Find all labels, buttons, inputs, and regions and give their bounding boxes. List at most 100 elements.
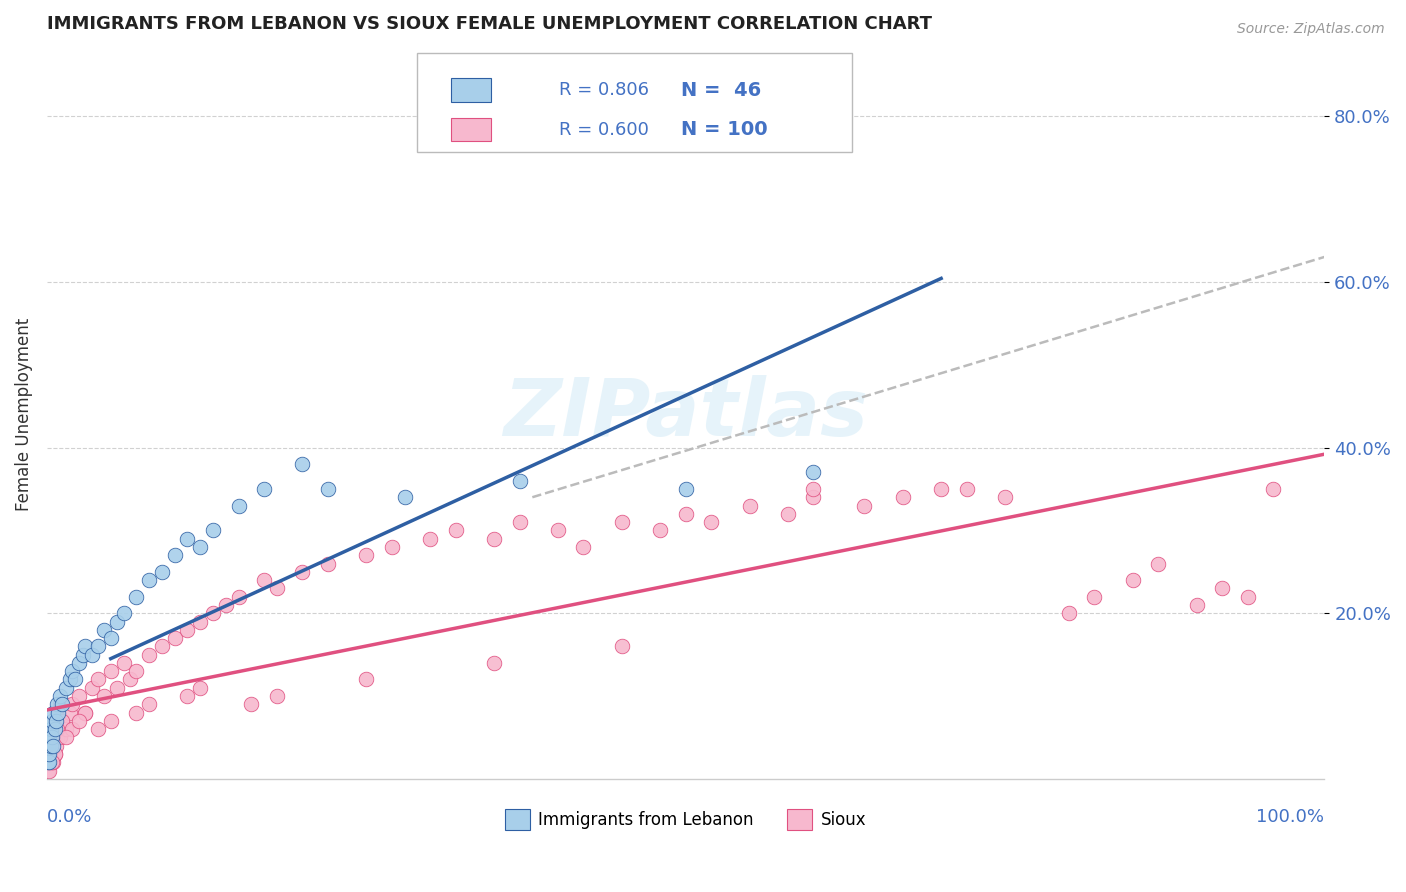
Point	[228, 590, 250, 604]
Point	[63, 673, 86, 687]
Point	[610, 515, 633, 529]
Point	[125, 706, 148, 720]
Point	[93, 689, 115, 703]
Point	[316, 482, 339, 496]
Point	[41, 739, 63, 753]
Point	[803, 466, 825, 480]
Point	[138, 573, 160, 587]
Point	[75, 640, 97, 654]
Point	[51, 698, 73, 712]
FancyBboxPatch shape	[450, 78, 492, 102]
Point	[118, 673, 141, 687]
Point	[138, 698, 160, 712]
Point	[39, 731, 62, 745]
Point	[38, 756, 60, 770]
Point	[38, 739, 60, 753]
Point	[419, 532, 441, 546]
Point	[38, 747, 60, 761]
Point	[138, 648, 160, 662]
Point	[994, 490, 1017, 504]
Point	[59, 706, 82, 720]
Text: N = 100: N = 100	[681, 120, 768, 139]
Text: 100.0%: 100.0%	[1257, 808, 1324, 826]
Point	[150, 565, 173, 579]
Point	[42, 739, 65, 753]
Point	[39, 747, 62, 761]
Point	[67, 714, 90, 728]
Point	[956, 482, 979, 496]
Point	[201, 524, 224, 538]
Point	[266, 582, 288, 596]
Point	[188, 615, 211, 629]
Point	[38, 756, 60, 770]
Point	[42, 756, 65, 770]
Point	[891, 490, 914, 504]
Point	[100, 664, 122, 678]
Point	[394, 490, 416, 504]
Point	[93, 623, 115, 637]
Point	[72, 648, 94, 662]
Point	[39, 756, 62, 770]
Point	[509, 515, 531, 529]
Point	[48, 698, 70, 712]
Point	[51, 714, 73, 728]
Point	[46, 698, 69, 712]
Point	[55, 731, 77, 745]
Point	[59, 673, 82, 687]
Point	[929, 482, 952, 496]
Point	[39, 739, 62, 753]
Point	[75, 706, 97, 720]
Point	[482, 532, 505, 546]
Point	[38, 739, 60, 753]
Point	[87, 722, 110, 736]
Point	[776, 507, 799, 521]
Point	[39, 731, 62, 745]
Point	[44, 747, 66, 761]
Point	[125, 664, 148, 678]
Point	[188, 540, 211, 554]
Point	[291, 565, 314, 579]
Point	[62, 698, 84, 712]
Point	[45, 714, 67, 728]
Point	[266, 689, 288, 703]
Point	[675, 482, 697, 496]
Point	[38, 739, 60, 753]
Point	[738, 499, 761, 513]
Point	[356, 548, 378, 562]
Point	[215, 598, 238, 612]
Point	[316, 557, 339, 571]
Point	[42, 731, 65, 745]
Point	[42, 706, 65, 720]
Point	[37, 747, 59, 761]
Point	[45, 714, 67, 728]
Point	[1263, 482, 1285, 496]
Point	[1185, 598, 1208, 612]
Point	[1083, 590, 1105, 604]
Point	[176, 689, 198, 703]
Point	[87, 640, 110, 654]
Point	[201, 606, 224, 620]
Point	[37, 739, 59, 753]
Point	[41, 747, 63, 761]
Point	[112, 606, 135, 620]
Point	[803, 482, 825, 496]
Point	[80, 681, 103, 695]
Point	[356, 673, 378, 687]
Point	[188, 681, 211, 695]
Point	[105, 681, 128, 695]
Point	[547, 524, 569, 538]
Point	[150, 640, 173, 654]
Point	[87, 673, 110, 687]
Point	[125, 590, 148, 604]
Point	[75, 706, 97, 720]
Point	[228, 499, 250, 513]
Point	[1236, 590, 1258, 604]
Point	[41, 731, 63, 745]
Point	[1147, 557, 1170, 571]
Point	[253, 482, 276, 496]
Point	[48, 706, 70, 720]
Point	[46, 731, 69, 745]
Point	[648, 524, 671, 538]
Point	[176, 623, 198, 637]
Point	[37, 764, 59, 778]
